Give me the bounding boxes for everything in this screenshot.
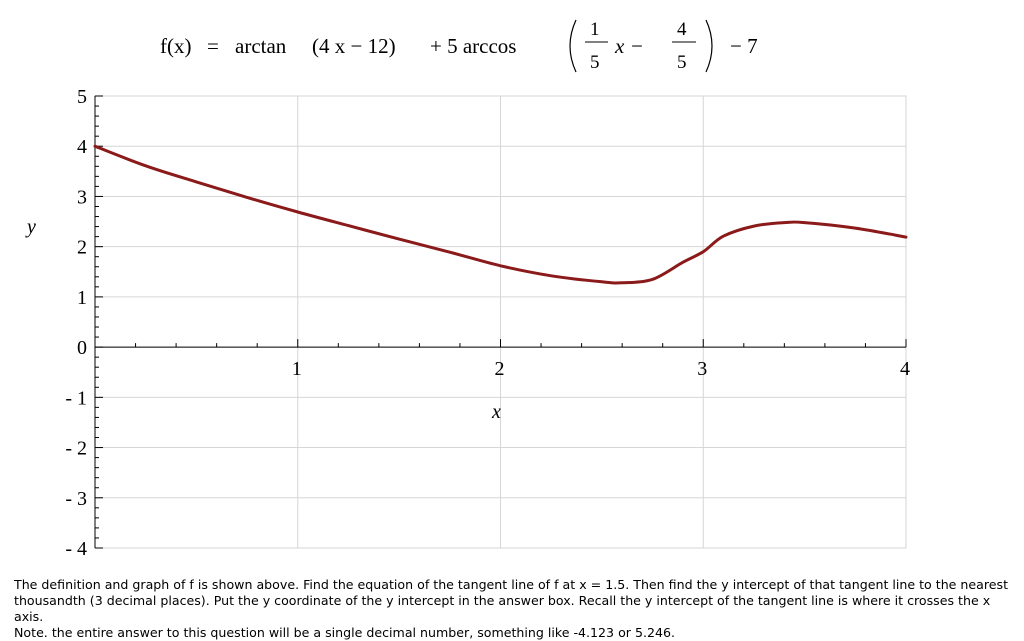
function-curve bbox=[93, 144, 908, 285]
fraction1-denominator: 5 bbox=[590, 52, 600, 73]
axes bbox=[94, 95, 907, 549]
y-tick-label: 5 bbox=[77, 86, 87, 108]
fraction2-numerator: 4 bbox=[677, 19, 687, 40]
tick-labels: 1 2 3 4 5 4 3 2 1 0 - 1 - 2 - 3 - 4 bbox=[65, 86, 910, 560]
formula-x-minus: x − bbox=[614, 34, 644, 58]
formula-arctan-arg: (4 x − 12) bbox=[312, 34, 396, 58]
right-paren bbox=[705, 19, 713, 73]
formula-equals: = bbox=[207, 34, 219, 58]
y-axis-label: y bbox=[25, 216, 36, 238]
x-tick-label: 4 bbox=[900, 358, 910, 380]
left-paren bbox=[569, 19, 577, 73]
question-text: The definition and graph of f is shown a… bbox=[14, 577, 1018, 641]
y-tick-label: 0 bbox=[77, 337, 87, 359]
y-tick-label: 1 bbox=[77, 287, 87, 309]
formula-lhs: f(x) bbox=[160, 34, 191, 58]
formula-arctan: arctan bbox=[235, 34, 287, 58]
y-tick-label: - 4 bbox=[65, 538, 87, 560]
x-tick-label: 2 bbox=[495, 358, 505, 380]
grid bbox=[95, 95, 907, 549]
x-tick-label: 1 bbox=[292, 358, 302, 380]
question-line-2: thousandth (3 decimal places). Put the y… bbox=[14, 593, 991, 624]
y-tick-label: 3 bbox=[77, 186, 87, 208]
fraction1-numerator: 1 bbox=[590, 19, 600, 40]
y-tick-label: - 1 bbox=[65, 387, 87, 409]
x-tick-label: 3 bbox=[697, 358, 707, 380]
question-line-1: The definition and graph of f is shown a… bbox=[14, 577, 1009, 592]
y-tick-label: 2 bbox=[77, 237, 87, 259]
formula-arccos: + 5 arccos bbox=[430, 34, 516, 58]
function-plot: f(x) = arctan (4 x − 12) + 5 arccos 1 5 … bbox=[25, 19, 910, 560]
formula-tail: − 7 bbox=[730, 34, 758, 58]
fraction2-denominator: 5 bbox=[677, 52, 687, 73]
y-tick-label: 4 bbox=[77, 136, 87, 158]
y-tick-label: - 2 bbox=[65, 438, 87, 460]
x-axis-label: x bbox=[491, 401, 501, 423]
series-layer bbox=[93, 144, 908, 285]
question-line-3: Note. the entire answer to this question… bbox=[14, 625, 676, 640]
formula-title: f(x) = arctan (4 x − 12) + 5 arccos 1 5 … bbox=[160, 19, 758, 73]
y-tick-label: - 3 bbox=[65, 488, 87, 510]
